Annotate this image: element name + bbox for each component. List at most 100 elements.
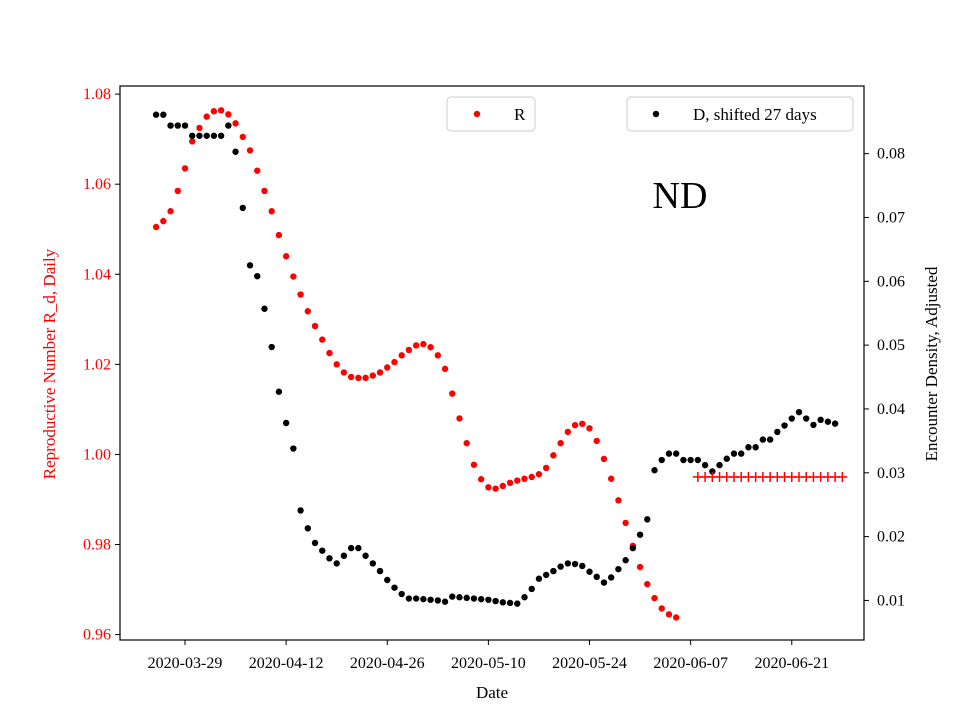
series-0-point (376, 369, 384, 376)
series-1-point (319, 547, 326, 554)
series-1-point (492, 597, 499, 605)
series-1-point (420, 595, 427, 603)
series-0-point (268, 208, 275, 215)
series-0-point (607, 475, 615, 482)
series-1-point (521, 594, 528, 601)
series-0-point (644, 580, 651, 588)
series-1-point (672, 450, 680, 457)
series-1-point (701, 461, 709, 469)
series-0-point (564, 428, 572, 436)
series-1-point (152, 111, 160, 118)
series-0-point (246, 147, 254, 154)
series-1-point (427, 596, 434, 603)
series-1-point (203, 132, 210, 139)
y-right-tick-label: 0.03 (877, 465, 905, 482)
series-0-point (181, 165, 189, 172)
series-0-point (340, 369, 348, 376)
series-0-point (651, 594, 658, 602)
series-0-point (550, 452, 557, 459)
series-1-point (254, 272, 261, 280)
series-0-point (326, 349, 333, 357)
series-0-point (189, 138, 196, 145)
series-1-point (687, 456, 694, 464)
projection-plus-marker (837, 471, 848, 482)
series-0-point (398, 352, 405, 359)
series-1-point (326, 555, 333, 562)
series-1-point (665, 450, 673, 457)
series-1-point (723, 455, 730, 462)
series-1-point (680, 456, 687, 464)
series-1-point (485, 596, 492, 603)
series-0-point (347, 373, 355, 381)
series-1-point (658, 456, 665, 464)
series-0-point (463, 439, 470, 447)
series-1-point (311, 539, 319, 547)
y-left-tick-label: 0.98 (83, 537, 111, 554)
series-1-point (391, 584, 398, 591)
series-0-point (600, 455, 608, 463)
series-1-point (593, 573, 600, 581)
series-1-point (535, 575, 543, 582)
series-0-point (622, 519, 629, 527)
series-1-point (651, 467, 658, 474)
series-0-point (456, 415, 463, 422)
series-0-point (275, 231, 283, 239)
series-1-point (217, 132, 225, 139)
series-1-point (607, 574, 615, 581)
series-0-point (297, 291, 304, 298)
series-1-point (463, 594, 470, 602)
series-1-point (369, 560, 377, 567)
series-1-point (774, 428, 781, 436)
series-1-point (210, 132, 218, 139)
series-0-point (615, 497, 622, 504)
series-1-point (629, 544, 637, 552)
series-1-point (347, 544, 355, 552)
series-1-point (167, 122, 174, 129)
series-0-point (571, 421, 579, 429)
y-right-tick-label: 0.02 (877, 529, 905, 546)
series-0-point (384, 364, 391, 371)
series-1-point (788, 415, 795, 422)
series-0-point (658, 605, 665, 612)
series-1-point (477, 595, 485, 603)
series-1-point (571, 560, 579, 568)
series-1-point (225, 122, 232, 129)
series-1-point (470, 595, 478, 602)
chart-annotation: ND (653, 175, 708, 217)
series-1-point (817, 416, 824, 424)
series-0-point (672, 614, 680, 621)
series-1-point (514, 600, 521, 607)
series-0-point (196, 124, 203, 132)
x-tick-label: 2020-05-24 (552, 655, 627, 672)
series-0-point (167, 208, 174, 215)
series-1-point (362, 552, 369, 559)
series-0-point (441, 365, 449, 373)
series-0-point (362, 374, 369, 382)
series-0-point (579, 420, 586, 428)
series-1-point (810, 421, 817, 429)
series-1-point (333, 560, 340, 567)
series-1-point (160, 111, 167, 118)
series-1-point (766, 436, 774, 443)
x-tick-label: 2020-04-26 (350, 655, 425, 672)
y-left-tick-label: 1.04 (83, 266, 111, 283)
series-1-point (550, 567, 557, 575)
y-right-tick-label: 0.06 (877, 273, 905, 290)
legend-marker-r (473, 110, 481, 118)
series-1-point (196, 132, 203, 139)
series-1-point (275, 388, 283, 395)
series-0-point (535, 471, 543, 478)
series-1-point (781, 422, 788, 429)
series-1-point (506, 599, 514, 607)
x-tick-label: 2020-05-10 (451, 655, 526, 672)
series-1-point (795, 408, 803, 416)
series-0-point (449, 390, 456, 397)
y-left-tick-label: 1.08 (83, 86, 111, 103)
series-0-point (470, 461, 478, 468)
series-1-point (239, 204, 246, 212)
series-1-point (738, 450, 745, 457)
series-1-point (831, 420, 839, 427)
series-0-point (586, 425, 593, 432)
series-0-point (304, 308, 312, 315)
series-1-point (268, 343, 275, 351)
